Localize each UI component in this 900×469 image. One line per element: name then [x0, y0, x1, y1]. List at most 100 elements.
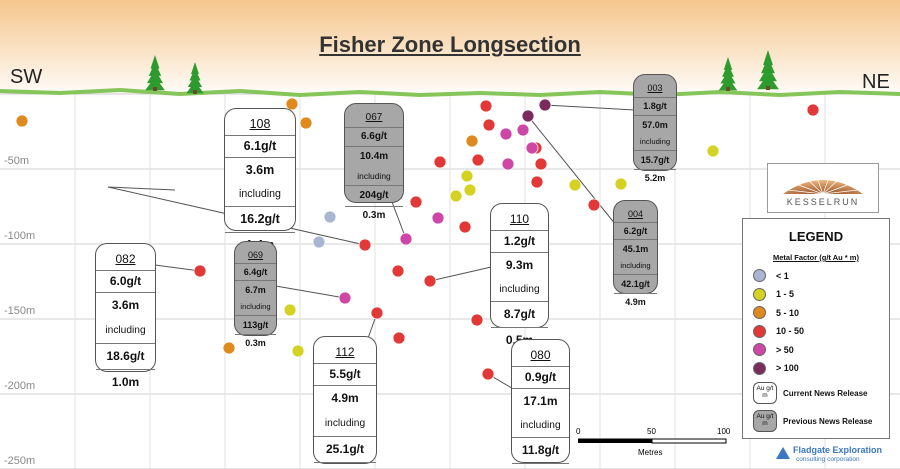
intercept-point [291, 344, 305, 358]
hole-id: 004 [614, 206, 657, 223]
legend-dot-icon [753, 287, 766, 301]
including-label: including [96, 318, 155, 344]
intercept-point [15, 114, 29, 128]
intercept-point [614, 177, 628, 191]
sunburst-icon [783, 174, 863, 195]
hole-id: 082 [96, 249, 155, 271]
tree-icon [757, 50, 779, 90]
assay-value: 4.9m [625, 297, 646, 307]
intercept-points [15, 97, 820, 381]
intercept-point [299, 116, 313, 130]
assay-value: 6.1g/t [225, 136, 295, 158]
intercept-point [534, 157, 548, 171]
assay-value: 57.0m [642, 120, 668, 130]
assay-value: 6.7m [245, 285, 266, 295]
intercept-point [806, 103, 820, 117]
assay-value: 17.1m [523, 394, 558, 408]
legend-current: Au g/t m Current News Release [753, 382, 867, 404]
leader-line [429, 264, 501, 282]
including-label: including [314, 411, 376, 437]
including-label: including [345, 167, 403, 186]
legend: LEGEND Metal Factor (g/t Au * m) < 1 1 - … [742, 218, 890, 439]
intercept-point [409, 195, 423, 209]
current-key-icon: Au g/t m [753, 382, 777, 404]
assay-value: 10.4m [359, 151, 389, 162]
trees [145, 50, 779, 94]
leader-line [154, 264, 201, 272]
previous-key-icon: Au g/t m [753, 410, 777, 432]
tree-icon [145, 55, 165, 91]
ground-surface [0, 87, 900, 98]
hole-id: 080 [512, 345, 569, 367]
intercept-point [525, 141, 539, 155]
direction-sw: SW [10, 66, 43, 88]
assay-value: 6.6g/t [345, 128, 403, 147]
assay-value: 6.4g/t [235, 264, 276, 281]
intercept-point [499, 127, 513, 141]
assay-value: 6.2g/t [614, 223, 657, 240]
hole-label-067: 067 6.6g/t 10.4m including 204g/t 0.3m [344, 103, 404, 221]
legend-dot-icon [753, 361, 766, 375]
legend-previous-label: Previous News Release [783, 416, 873, 426]
assay-value: 6.0g/t [96, 271, 155, 293]
intercept-point [463, 183, 477, 197]
hole-id: 110 [491, 209, 548, 231]
intercept-point [568, 178, 582, 192]
including-label: including [512, 414, 569, 438]
including-label: including [235, 299, 276, 316]
intercept-point [465, 134, 479, 148]
credit-name: Fladgate Exploration [793, 445, 883, 455]
including-label: including [225, 183, 295, 207]
intercept-point [222, 341, 236, 355]
depth-label-200: -200m [4, 380, 36, 392]
key-au: Au g/t [756, 385, 774, 393]
hole-label-069: 069 6.4g/t 6.7m including 113g/t 0.3m [234, 241, 277, 348]
intercept-point [358, 238, 372, 252]
intercept-point [312, 235, 326, 249]
legend-current-label: Current News Release [783, 388, 868, 398]
hole-id: 067 [345, 109, 403, 128]
depth-label-50: -50m [4, 155, 30, 167]
assay-value: 45.1m [622, 244, 649, 254]
assay-value: 1.8g/t [634, 98, 676, 116]
intercept-point [479, 99, 493, 113]
leader-line [269, 284, 346, 299]
assay-value: 5.5g/t [314, 364, 376, 386]
credit-sub: consulting corporation [796, 456, 860, 463]
tree-icon [718, 57, 738, 91]
hole-label-003: 003 1.8g/t 57.0m including 15.7g/t 5.2m [633, 74, 677, 183]
intercept-point [283, 303, 297, 317]
assay-value: 0.6m [314, 463, 376, 469]
hole-label-004: 004 6.2g/t 45.1m including 42.1g/t 4.9m [613, 200, 658, 307]
kesselrun-logo: KESSELRUN [767, 163, 879, 213]
legend-subtitle: Metal Factor (g/t Au * m) [773, 253, 859, 262]
intercept-point [423, 274, 437, 288]
hole-label-082: 082 6.0g/t 3.6m including 18.6g/t 1.0m [95, 243, 156, 389]
legend-class: 1 - 5 [753, 287, 794, 301]
assay-value: 4.9m [331, 391, 359, 405]
intercept-point [587, 198, 601, 212]
legend-class: > 100 [753, 361, 799, 375]
intercept-point [431, 211, 445, 225]
key-m: m [762, 420, 768, 427]
key-au: Au g/t [756, 413, 774, 421]
intercept-point [370, 306, 384, 320]
legend-class-label: < 1 [776, 270, 789, 281]
intercept-point [706, 144, 720, 158]
sky-band [0, 0, 900, 100]
legend-class: 10 - 50 [753, 324, 804, 338]
logo-text: KESSELRUN [786, 197, 860, 207]
assay-value: 204g/t [345, 186, 403, 207]
intercept-point [338, 291, 352, 305]
assay-value: 42.1g/t [614, 275, 657, 294]
intercept-point [449, 189, 463, 203]
intercept-point [391, 264, 405, 278]
hole-id: 003 [634, 80, 676, 98]
legend-dot-icon [753, 269, 766, 282]
intercept-point [516, 123, 530, 137]
hole-id: 112 [314, 342, 376, 364]
